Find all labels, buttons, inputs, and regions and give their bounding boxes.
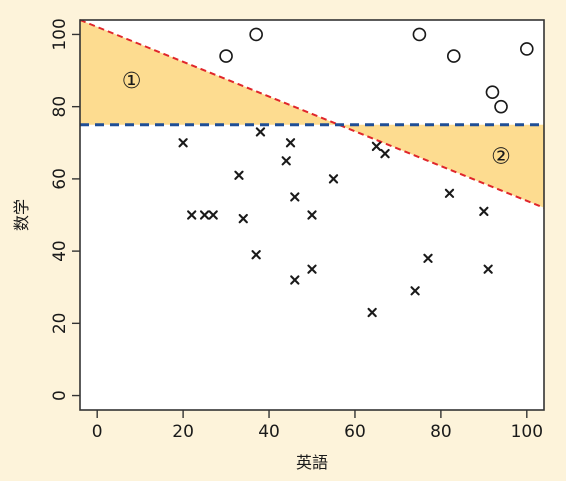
cross-point (238, 213, 248, 224)
y-tick-label: 80 (50, 96, 70, 118)
cross-point (371, 141, 382, 152)
cross-point (483, 264, 493, 274)
x-tick-label: 20 (172, 422, 194, 442)
region-1-fill (80, 20, 339, 125)
cross-point (178, 138, 188, 148)
cross-point (479, 206, 489, 217)
y-tick-label: 60 (50, 168, 70, 190)
cross-point (307, 210, 317, 220)
cross-point (367, 307, 377, 318)
cross-point (208, 210, 218, 220)
region-1-label: ① (122, 69, 142, 94)
y-tick-label: 20 (50, 313, 70, 335)
y-axis: 0 20 40 60 80 100 (50, 18, 80, 401)
cross-point (328, 174, 339, 184)
diagonal-reference-line (79, 19, 545, 209)
cross-point (423, 253, 433, 263)
cross-point (285, 138, 296, 148)
cross-point (251, 250, 261, 260)
x-tick-label: 80 (430, 422, 452, 442)
plot-frame (79, 19, 545, 411)
circle-point (412, 27, 427, 42)
circle-point (446, 49, 461, 63)
x-axis-title: 英語 (296, 453, 328, 472)
cross-point (234, 170, 244, 180)
circle-point (520, 42, 534, 56)
x-tick-label: 0 (92, 422, 103, 442)
circle-point (485, 85, 500, 100)
x-tick-label: 100 (511, 422, 543, 442)
circle-point (219, 49, 233, 63)
y-tick-label: 0 (50, 390, 70, 401)
cross-point (307, 264, 317, 274)
cross-point (444, 188, 455, 198)
region-2-label: ② (491, 145, 511, 170)
cross-point (290, 192, 300, 202)
data-points (178, 27, 534, 318)
x-tick-label: 40 (258, 422, 280, 442)
reference-lines (79, 19, 545, 209)
cross-point (281, 156, 291, 166)
circle-point (249, 27, 263, 42)
y-tick-label: 40 (50, 240, 70, 262)
x-tick-label: 60 (344, 422, 366, 442)
cross-point (410, 286, 420, 296)
y-tick-label: 100 (50, 18, 70, 50)
cross-point (380, 148, 390, 159)
y-axis-title: 数学 (12, 199, 31, 231)
cross-point (290, 275, 300, 285)
cross-point (187, 210, 197, 220)
cross-point (255, 127, 266, 137)
cross-point (199, 210, 210, 220)
circle-point (494, 99, 508, 114)
x-axis: 0 20 40 60 80 100 (92, 410, 543, 442)
